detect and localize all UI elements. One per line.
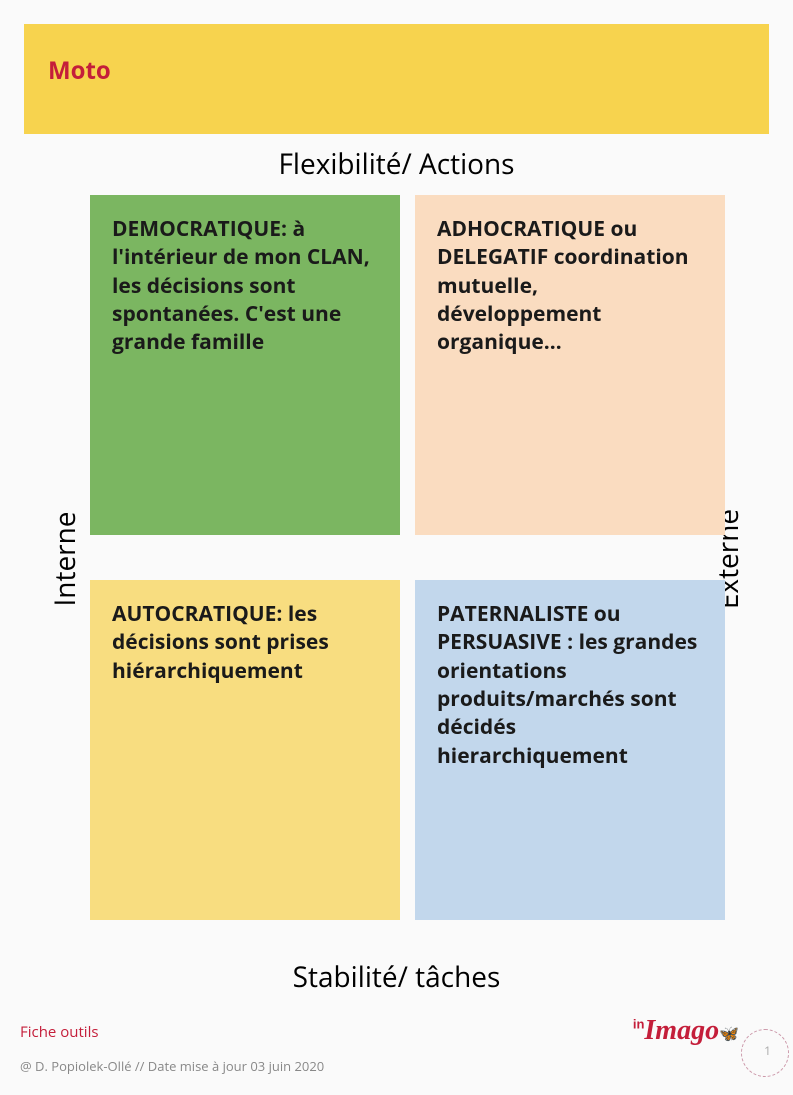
quadrant-top-left: DEMOCRATIQUE: à l'intérieur de mon CLAN,… — [90, 195, 400, 535]
quadrant-top-right: ADHOCRATIQUE ou DELEGATIF coordination m… — [415, 195, 725, 535]
quadrant-bottom-left: AUTOCRATIQUE: les décisions sont prises … — [90, 580, 400, 920]
footer-label: Fiche outils — [20, 1022, 99, 1042]
quadrant-bottom-left-text: AUTOCRATIQUE: les décisions sont prises … — [112, 600, 378, 685]
page-number: 1 — [764, 1042, 771, 1059]
quadrant-bottom-right-text: PATERNALISTE ou PERSUASIVE : les grandes… — [437, 600, 703, 770]
header-banner: Moto — [24, 24, 769, 134]
footer-credit: @ D. Popiolek-Ollé // Date mise à jour 0… — [20, 1057, 324, 1075]
logo-prefix: in — [633, 1017, 645, 1032]
quadrant-top-left-text: DEMOCRATIQUE: à l'intérieur de mon CLAN,… — [112, 215, 378, 357]
logo: inImago🦋 — [633, 1015, 739, 1047]
logo-main: Imago — [644, 1015, 719, 1046]
axis-label-left: Interne — [46, 499, 84, 619]
axis-label-top: Flexibilité/ Actions — [0, 145, 793, 183]
quadrant-bottom-right: PATERNALISTE ou PERSUASIVE : les grandes… — [415, 580, 725, 920]
quadrant-top-right-text: ADHOCRATIQUE ou DELEGATIF coordination m… — [437, 215, 703, 357]
butterfly-icon: 🦋 — [719, 1026, 739, 1043]
axis-label-bottom: Stabilité/ tâches — [0, 958, 793, 996]
header-title: Moto — [48, 54, 745, 87]
